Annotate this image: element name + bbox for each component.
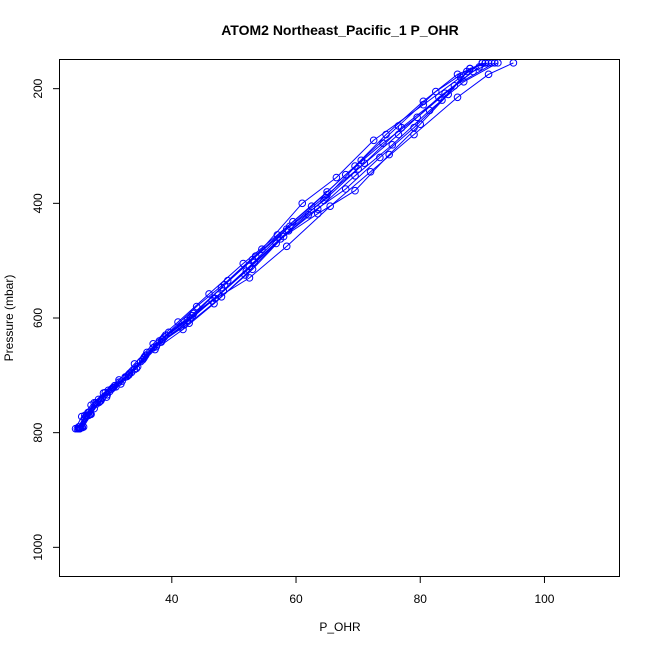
data-point: [410, 123, 418, 132]
data-point: [78, 423, 87, 432]
data-point: [103, 391, 111, 399]
x-axis: 40 60 80 100: [165, 576, 555, 606]
y-tick-label-600: 600: [31, 308, 45, 328]
data-point: [369, 136, 378, 145]
data-point: [219, 287, 228, 295]
data-point: [130, 365, 139, 374]
data-point: [86, 410, 94, 419]
data-point: [185, 319, 193, 327]
y-tick-label-1000: 1000: [31, 534, 45, 561]
series-4: [79, 63, 484, 431]
data-point: [179, 325, 187, 334]
data-point: [466, 64, 474, 73]
data-point: [250, 258, 259, 267]
series-2: [71, 60, 499, 433]
data-point: [351, 186, 359, 195]
series-line-6: [76, 62, 514, 429]
data-point: [322, 193, 330, 202]
data-point: [160, 333, 169, 341]
data-point: [341, 170, 350, 179]
data-point: [385, 150, 393, 159]
data-point: [136, 357, 145, 366]
series-line-3: [79, 62, 492, 429]
data-point: [388, 141, 397, 149]
y-axis: 200 400 600 800 1000: [31, 78, 60, 561]
data-point: [140, 353, 149, 361]
data-point: [351, 162, 359, 170]
data-point: [313, 209, 322, 218]
data-point: [279, 232, 288, 241]
data-point: [484, 60, 493, 67]
data-point: [123, 372, 131, 381]
data-point: [298, 199, 307, 208]
data-point: [444, 90, 452, 99]
data-point: [419, 97, 428, 106]
data-point: [332, 173, 341, 182]
data-point: [289, 217, 297, 226]
data-point: [431, 87, 440, 96]
data-point: [258, 245, 266, 253]
data-point: [357, 156, 366, 165]
data-point: [272, 239, 280, 248]
data-point: [413, 113, 421, 122]
data-point: [484, 70, 493, 79]
series-layer: [71, 60, 518, 433]
data-point: [241, 271, 249, 279]
data-point: [304, 211, 313, 219]
x-tick-label-40: 40: [165, 592, 179, 606]
data-point: [459, 77, 468, 86]
series-6: [73, 60, 518, 433]
data-point: [394, 122, 403, 130]
data-point: [86, 409, 95, 418]
data-point: [453, 93, 462, 102]
data-point: [313, 205, 322, 213]
data-point: [284, 227, 293, 235]
y-tick-label-400: 400: [31, 193, 45, 213]
data-point: [438, 96, 446, 104]
data-point: [351, 172, 359, 180]
series-3: [76, 60, 496, 433]
data-point: [509, 60, 518, 67]
data-point: [366, 168, 375, 176]
y-tick-label-200: 200: [31, 78, 45, 98]
y-axis-label: Pressure (mbar): [2, 275, 16, 362]
data-point: [210, 299, 218, 308]
x-tick-label-60: 60: [289, 592, 303, 606]
data-point: [188, 311, 197, 320]
x-axis-label: P_OHR: [319, 620, 361, 634]
data-point: [323, 188, 331, 196]
data-point: [109, 383, 118, 392]
data-point: [239, 259, 248, 268]
data-point: [494, 60, 502, 67]
data-point: [192, 302, 201, 311]
data-point: [282, 242, 291, 251]
series-line-10: [81, 62, 489, 428]
data-point: [341, 185, 350, 193]
x-tick-label-80: 80: [414, 592, 428, 606]
series-line-2: [75, 62, 496, 429]
plot-frame: [59, 59, 620, 577]
data-point: [97, 396, 105, 405]
series-10: [78, 60, 493, 432]
data-point: [248, 265, 257, 274]
x-tick-label-100: 100: [534, 592, 554, 606]
data-point: [376, 153, 384, 162]
chart-title: ATOM2 Northeast_Pacific_1 P_OHR: [221, 22, 459, 38]
data-point: [132, 364, 141, 373]
data-point: [125, 370, 133, 379]
data-point: [326, 202, 334, 210]
y-tick-label-800: 800: [31, 422, 45, 442]
data-point: [205, 290, 213, 298]
data-point: [161, 331, 170, 340]
